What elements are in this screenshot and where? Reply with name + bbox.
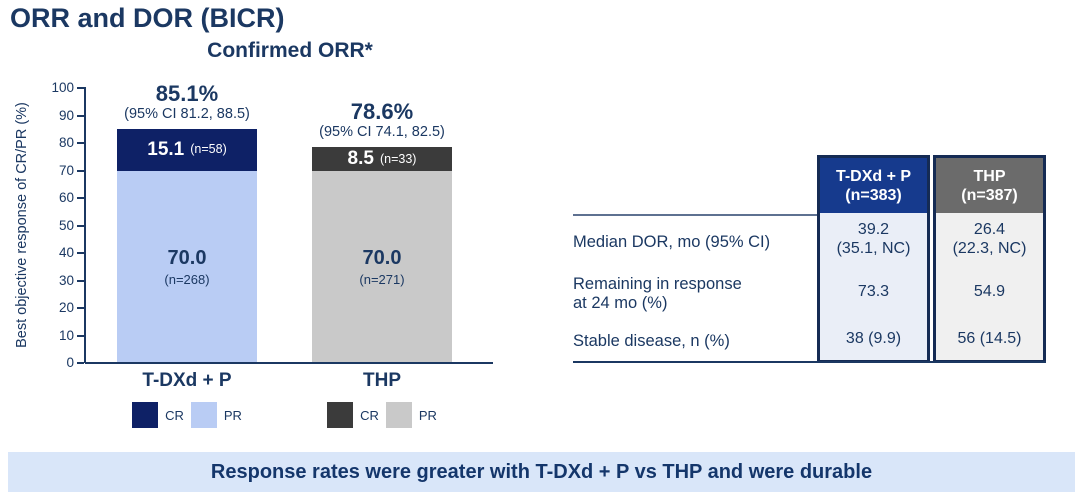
legend-thp: CR PR [304, 402, 460, 428]
y-tick-mark [77, 169, 84, 172]
pr-n-label: (n=268) [164, 271, 210, 287]
y-tick-label: 10 [58, 327, 74, 343]
legend-label-pr: PR [223, 407, 242, 423]
cell-value: 26.4 [973, 221, 1006, 238]
y-tick-label: 100 [51, 80, 74, 95]
cr-value-label: 8.5 [347, 148, 374, 170]
y-tick-mark [77, 142, 84, 144]
cell-value-ci: (22.3, NC) [952, 240, 1027, 257]
cell-stable-tdxd: 38 (9.9) [820, 317, 927, 359]
y-tick-mark [77, 279, 84, 282]
y-tick-mark [77, 334, 84, 337]
table-header-tdxd: T-DXd + P (n=383) [820, 158, 927, 213]
cell-remaining-tdxd: 73.3 [820, 265, 927, 317]
legend-label-cr: CR [360, 407, 379, 423]
table-column-thp: THP (n=387) 26.4 (22.3, NC) 54.9 56 (14.… [933, 155, 1046, 363]
category-label-thp: THP [363, 370, 401, 391]
pr-n-label: (n=271) [359, 271, 405, 287]
y-tick-label: 40 [58, 245, 74, 260]
table-body-tdxd: 39.2 (35.1, NC) 73.3 38 (9.9) [820, 213, 927, 360]
cell-stable-thp: 56 (14.5) [936, 317, 1043, 359]
bar-segment-cr-thp: 8.5 (n=33) [312, 147, 452, 171]
pr-value-label: 70.0 [362, 246, 402, 269]
y-tick-label: 0 [66, 355, 74, 370]
table-column-tdxd: T-DXd + P (n=383) 39.2 (35.1, NC) 73.3 3… [817, 155, 930, 363]
cell-remaining-thp: 54.9 [936, 265, 1043, 317]
cell-value-ci: (35.1, NC) [836, 240, 911, 257]
table-bottom-rule [573, 361, 1046, 363]
cr-value-label: 15.1 [147, 139, 185, 161]
bar-segment-pr-thp: 70.0 (n=271) [312, 170, 452, 363]
table-row-labels: Median DOR, mo (95% CI) Remaining in res… [573, 216, 813, 362]
category-label-tdxd: T-DXd + P [142, 370, 232, 391]
y-tick-label: 50 [58, 217, 74, 233]
pr-swatch [190, 402, 217, 428]
table-top-rule [573, 214, 817, 216]
pr-swatch [385, 402, 412, 428]
bar-segment-pr-tdxd: 70.0 (n=268) [117, 170, 257, 363]
y-tick-mark [77, 252, 84, 254]
row-label-text: Median DOR, mo (95% CI) [573, 232, 771, 251]
bar-thp: 8.5 (n=33) 70.0 (n=271) [312, 88, 452, 363]
cell-value: 38 (9.9) [845, 329, 902, 347]
orr-ci-tdxd: (95% CI 81.2, 88.5) [124, 106, 250, 122]
y-axis-label: Best objective response of CR/PR (%) [14, 102, 30, 348]
row-label-text: Stable disease, n (%) [573, 331, 730, 350]
table-header-thp: THP (n=387) [936, 158, 1043, 213]
cell-value: 56 (14.5) [957, 329, 1022, 347]
legend-label-cr: CR [165, 407, 184, 423]
chart-title: Confirmed ORR* [207, 39, 373, 62]
cr-swatch [132, 402, 159, 428]
y-tick-mark [77, 114, 84, 117]
header-arm-n: (n=383) [845, 186, 902, 204]
header-arm-name: THP [973, 167, 1006, 185]
y-tick-label: 30 [58, 272, 74, 288]
row-label-text: Remaining in response [573, 275, 742, 293]
orr-ci-thp: (95% CI 74.1, 82.5) [319, 124, 445, 140]
cr-n-label: (n=33) [379, 151, 417, 166]
cr-swatch [327, 402, 354, 428]
legend-label-pr: PR [418, 407, 437, 423]
y-tick-mark [77, 307, 84, 309]
table-body-thp: 26.4 (22.3, NC) 54.9 56 (14.5) [936, 213, 1043, 360]
header-arm-n: (n=387) [961, 186, 1018, 204]
orr-total-tdxd: 85.1% [155, 81, 219, 106]
y-tick-mark [77, 197, 84, 199]
orr-total-thp: 78.6% [350, 99, 414, 124]
y-tick-label: 90 [58, 107, 74, 123]
y-tick-mark [77, 362, 84, 364]
y-tick-label: 80 [58, 135, 74, 150]
row-label-stable-disease: Stable disease, n (%) [573, 320, 813, 362]
bar-segment-cr-tdxd: 15.1 (n=58) [117, 128, 257, 171]
bar-tdxd-p: 15.1 (n=58) 70.0 (n=268) [117, 88, 257, 363]
page-title: ORR and DOR (BICR) [10, 3, 285, 33]
y-tick-mark [77, 224, 84, 227]
cell-median-dor-thp: 26.4 (22.3, NC) [936, 213, 1043, 265]
cell-value: 39.2 [857, 221, 890, 238]
header-arm-name: T-DXd + P [835, 167, 912, 185]
cr-n-label: (n=58) [190, 142, 227, 157]
y-axis [84, 87, 86, 363]
y-tick-label: 70 [58, 162, 74, 178]
dor-table: Median DOR, mo (95% CI) Remaining in res… [573, 155, 1046, 363]
legend-tdxd: CR PR [109, 402, 265, 428]
cell-median-dor-tdxd: 39.2 (35.1, NC) [820, 213, 927, 265]
cell-value: 73.3 [857, 282, 890, 300]
y-tick-label: 20 [58, 300, 74, 315]
row-label-remaining: Remaining in response at 24 mo (%) [573, 268, 813, 320]
y-tick-mark [77, 87, 84, 89]
pr-value-label: 70.0 [167, 246, 207, 269]
x-axis [85, 362, 493, 364]
cell-value: 54.9 [973, 282, 1006, 300]
row-label-median-dor: Median DOR, mo (95% CI) [573, 216, 813, 268]
y-tick-label: 60 [58, 190, 74, 205]
conclusion-banner: Response rates were greater with T-DXd +… [8, 452, 1075, 492]
row-label-text2: at 24 mo (%) [573, 294, 668, 312]
